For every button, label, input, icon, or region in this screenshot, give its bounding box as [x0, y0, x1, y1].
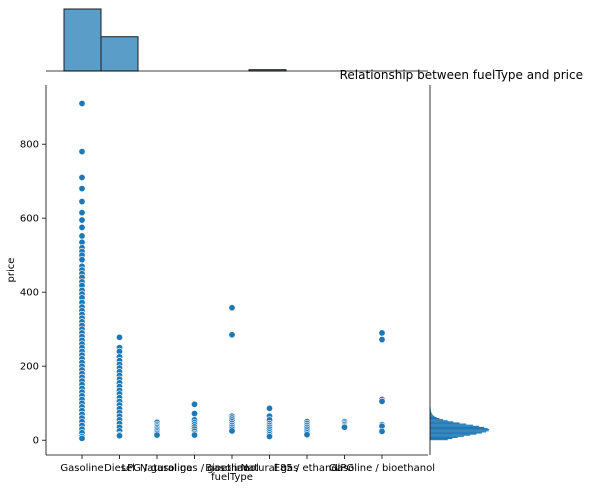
right-hist-bar [430, 414, 434, 416]
data-point [78, 434, 86, 442]
data-point [191, 431, 199, 439]
x-tick-label: Natural gas / gasoline [140, 463, 249, 474]
data-point [78, 256, 86, 264]
data-point [78, 198, 86, 206]
right-hist-bar [430, 415, 435, 417]
x-tick-label: Bioethanol [205, 463, 259, 474]
data-point [116, 432, 124, 440]
y-tick-label: 400 [20, 288, 39, 299]
right-hist-bar [430, 410, 431, 412]
y-tick-label: 200 [20, 362, 39, 373]
data-point [78, 185, 86, 193]
top-hist-bar [63, 8, 102, 72]
right-hist-bar [430, 426, 485, 428]
right-hist-bar [430, 433, 477, 435]
chart-title: Relationship between fuelType and price [340, 68, 583, 82]
data-point [378, 336, 386, 344]
data-point [228, 304, 236, 312]
right-hist-bar [430, 418, 440, 420]
data-point [78, 148, 86, 156]
data-point [78, 216, 86, 224]
x-tick-label: Natural gas [241, 463, 299, 474]
right-hist-bar [430, 435, 464, 437]
right-hist-bar [430, 425, 480, 427]
y-axis-label: price [6, 258, 17, 283]
right-hist-bar [430, 423, 467, 425]
x-tick-label: LPG [335, 463, 354, 474]
x-axis-label: fuelType [211, 472, 253, 483]
data-point [265, 404, 273, 412]
right-hist-bar [430, 411, 432, 413]
top-hist-bar [100, 36, 139, 72]
data-point [340, 423, 348, 431]
data-point [303, 431, 311, 439]
x-tick-label: E85 / ethanol [274, 463, 341, 474]
right-hist-bar [430, 416, 437, 418]
data-point [191, 400, 199, 408]
right-hist-bar [430, 434, 471, 436]
right-hist-bar [430, 432, 482, 434]
data-point [378, 427, 386, 435]
data-point [78, 223, 86, 231]
right-hist-bar [430, 422, 460, 424]
data-point [78, 174, 86, 182]
data-point [378, 397, 386, 405]
right-hist-bar [430, 420, 448, 422]
right-hist-bar [430, 430, 489, 432]
data-point [78, 209, 86, 217]
y-tick-label: 800 [20, 140, 39, 151]
data-point [228, 331, 236, 339]
data-point [378, 329, 386, 337]
x-tick-label: Gasoline [60, 463, 103, 474]
right-hist-bar [430, 437, 453, 440]
right-hist-bar [430, 427, 488, 430]
data-point [78, 232, 86, 240]
right-hist-bar [430, 436, 458, 438]
right-marginal-histogram [430, 406, 490, 441]
right-hist-bar [430, 429, 490, 431]
y-tick-label: 0 [33, 436, 39, 447]
data-point [228, 427, 236, 435]
top-marginal-histogram [63, 8, 287, 72]
right-hist-bar [430, 431, 487, 433]
right-hist-bar [430, 412, 432, 414]
data-point [153, 431, 161, 439]
data-point [78, 100, 86, 108]
x-tick-label: LPG / gasoline [122, 463, 193, 474]
right-hist-bar [430, 424, 473, 426]
right-hist-bar [430, 439, 448, 441]
data-point [265, 432, 273, 440]
y-ticks: 0 200 400 600 800 [20, 140, 46, 447]
x-tick-label: Gasoline / bioethanol [329, 463, 435, 474]
data-point [116, 333, 124, 341]
y-tick-label: 600 [20, 214, 39, 225]
data-point [191, 410, 199, 418]
right-hist-bar [430, 421, 454, 423]
scatter-points [78, 100, 386, 442]
right-hist-bar [430, 413, 433, 415]
right-hist-bar [430, 419, 444, 421]
x-tick-label: Diesel [104, 463, 135, 474]
